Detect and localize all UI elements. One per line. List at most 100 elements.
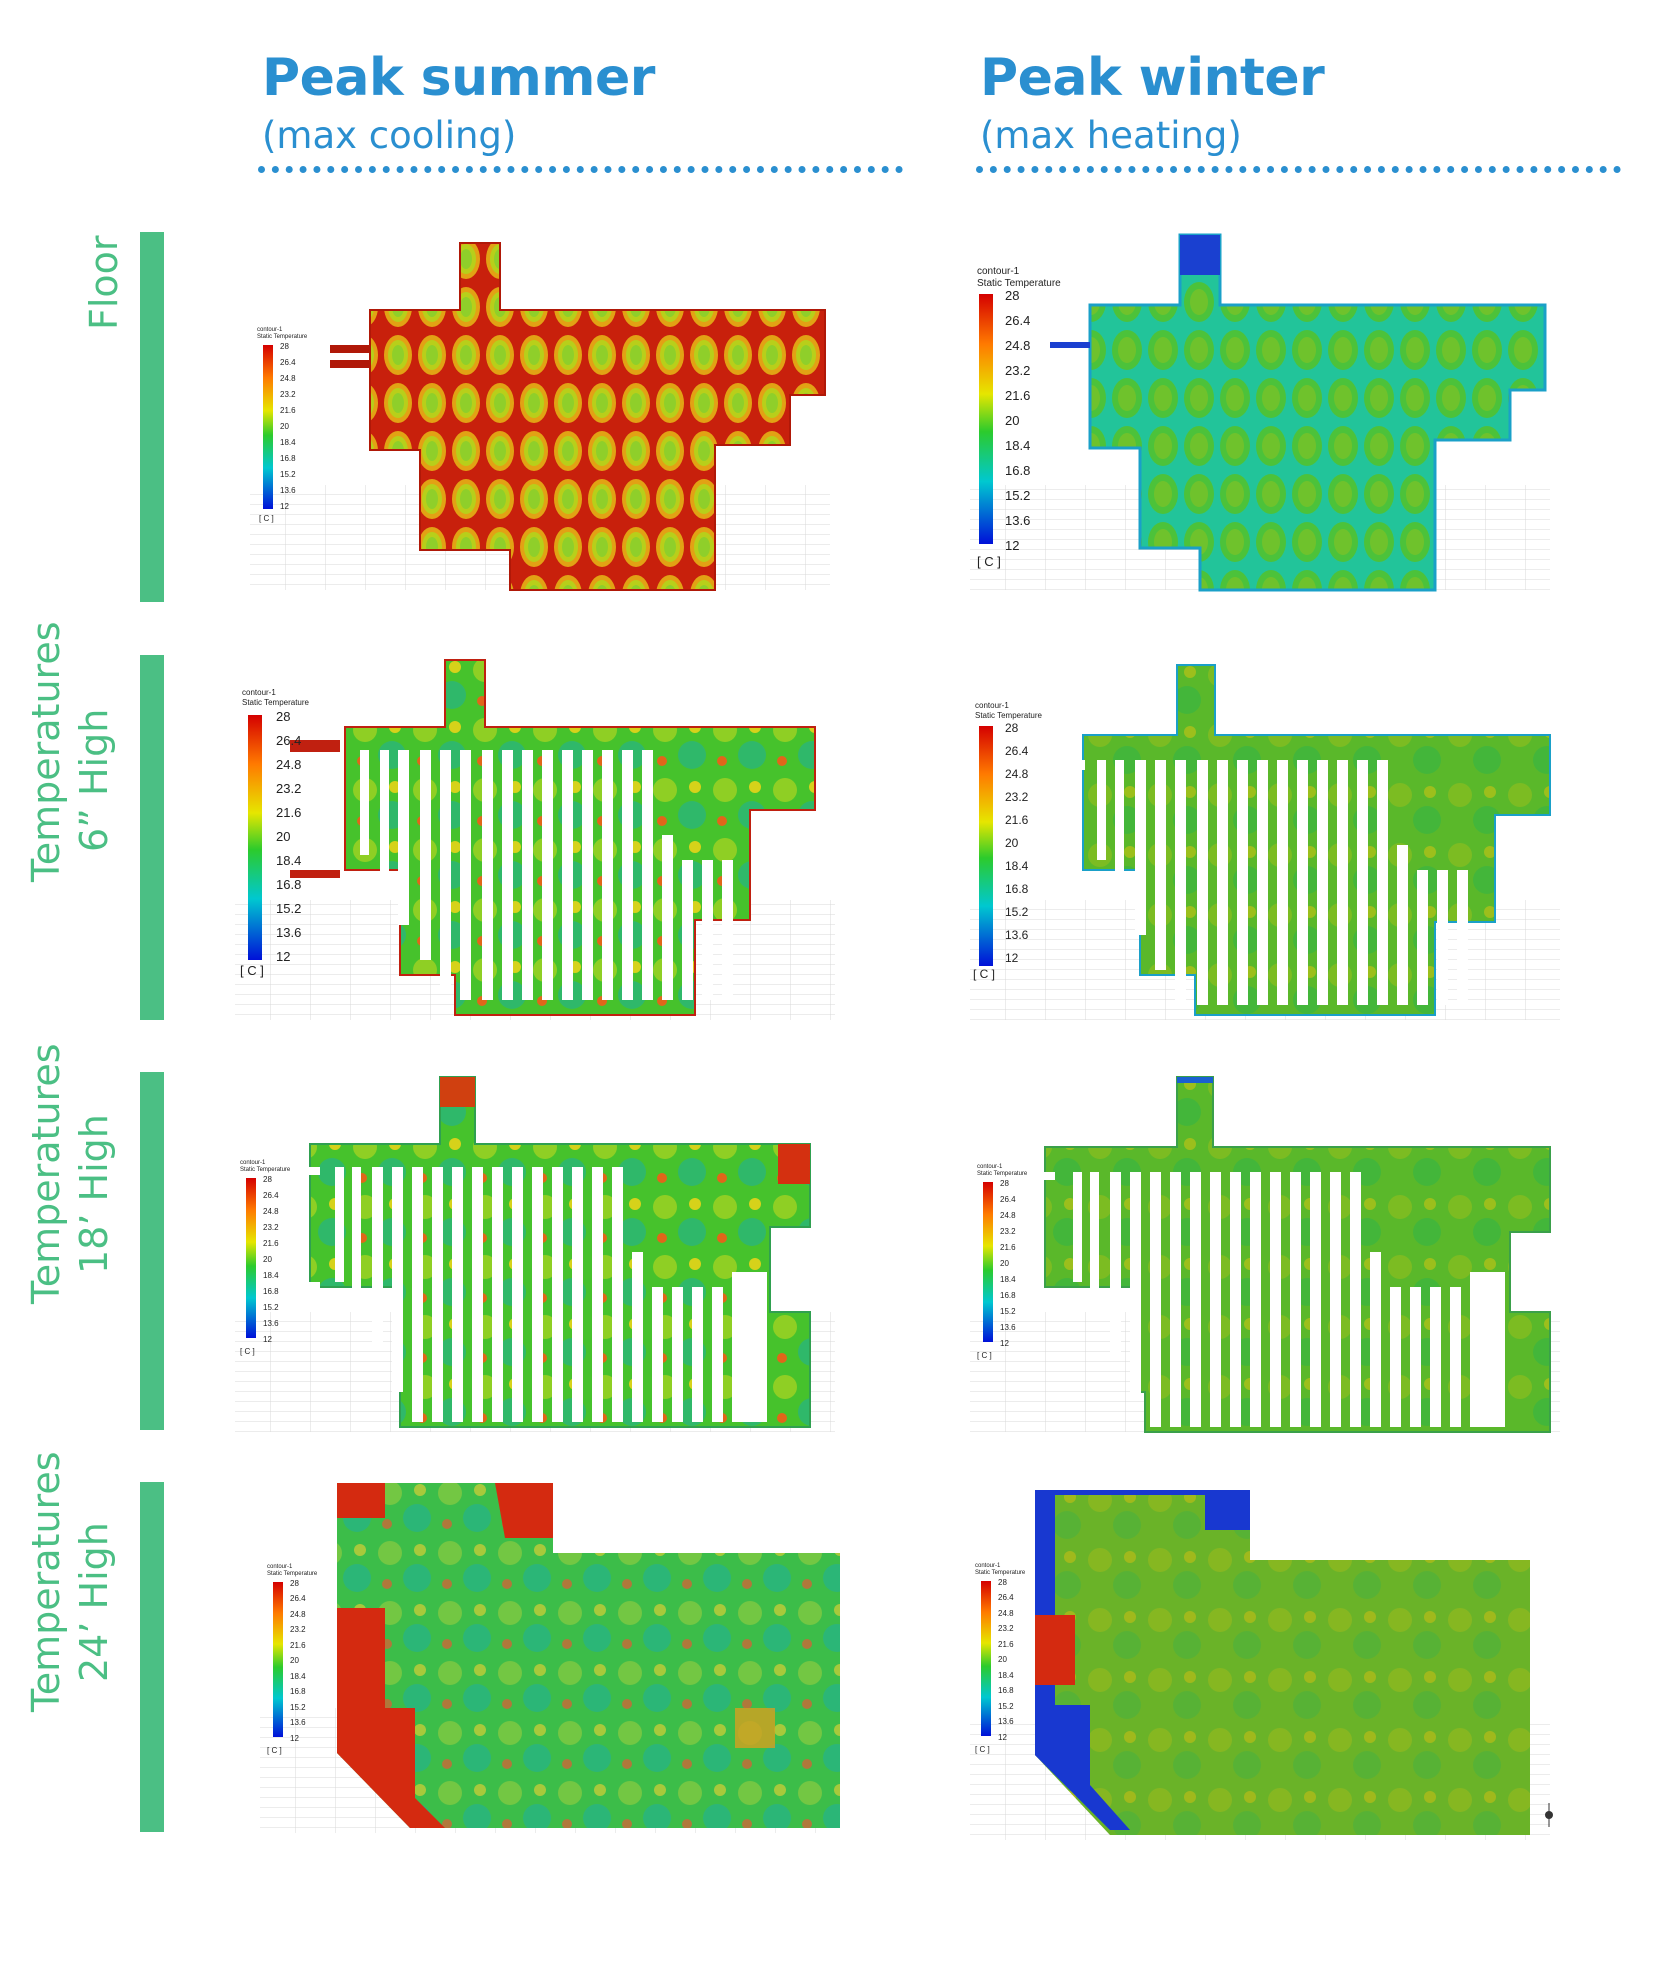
svg-text:21.6: 21.6 [280,406,296,415]
row-label-18ft: Temperatures 18’ High [22,1043,118,1304]
svg-text:24.8: 24.8 [280,374,296,383]
svg-text:26.4: 26.4 [276,733,301,748]
svg-text:Static Temperature: Static Temperature [267,1571,318,1577]
svg-text:28: 28 [263,1175,272,1184]
legend: contour-1 Static Temperature 28 26.4 24.… [977,266,1061,569]
contour-24ft-summer: contour-1 Static Temperature 28 26.4 24.… [255,1478,855,1838]
contour-floor-summer: contour-1 Static Temperature 28 26.4 24.… [245,235,845,605]
svg-text:16.8: 16.8 [1005,463,1030,478]
svg-text:20: 20 [280,422,289,431]
svg-text:13.6: 13.6 [280,486,296,495]
svg-text:20: 20 [290,1656,299,1665]
svg-text:26.4: 26.4 [998,1593,1014,1602]
svg-text:Static Temperature: Static Temperature [242,698,310,707]
svg-text:24.8: 24.8 [1000,1211,1016,1220]
svg-text:18.4: 18.4 [998,1671,1014,1680]
svg-text:Static Temperature: Static Temperature [240,1167,291,1173]
svg-text:contour-1: contour-1 [257,327,283,333]
svg-text:12: 12 [280,502,289,511]
svg-text:20: 20 [1005,836,1019,850]
svg-text:21.6: 21.6 [263,1239,279,1248]
svg-text:contour-1: contour-1 [975,1563,1001,1569]
svg-text:23.2: 23.2 [1005,363,1030,378]
svg-text:26.4: 26.4 [1005,744,1029,758]
svg-text:[ C ]: [ C ] [267,1746,282,1755]
svg-text:20: 20 [276,829,290,844]
row-label-floor: Floor [80,235,128,330]
svg-text:16.8: 16.8 [1000,1291,1016,1300]
svg-text:23.2: 23.2 [1005,790,1029,804]
svg-text:26.4: 26.4 [280,358,296,367]
row-bar-18ft [140,1072,164,1430]
svg-text:18.4: 18.4 [1005,859,1029,873]
svg-text:15.2: 15.2 [280,470,296,479]
svg-text:18.4: 18.4 [280,438,296,447]
svg-text:28: 28 [1005,721,1019,735]
axis-triad-icon [1545,1803,1553,1827]
svg-text:15.2: 15.2 [276,901,301,916]
svg-text:Static Temperature: Static Temperature [977,1171,1028,1177]
svg-text:12: 12 [1000,1339,1009,1348]
svg-text:13.6: 13.6 [1000,1323,1016,1332]
svg-text:13.6: 13.6 [263,1319,279,1328]
svg-text:12: 12 [1005,951,1019,965]
svg-text:21.6: 21.6 [1000,1243,1016,1252]
svg-text:Static Temperature: Static Temperature [977,278,1061,289]
svg-text:15.2: 15.2 [998,1702,1014,1711]
svg-text:28: 28 [1000,1179,1009,1188]
svg-text:21.6: 21.6 [290,1641,306,1650]
svg-text:[ C ]: [ C ] [977,1351,992,1360]
svg-text:16.8: 16.8 [263,1287,279,1296]
svg-text:28: 28 [998,1578,1007,1587]
contour-floor-winter: contour-1 Static Temperature 28 26.4 24.… [965,230,1565,605]
svg-text:Static Temperature: Static Temperature [257,334,308,340]
row-label-24ft: Temperatures 24’ High [22,1451,118,1712]
svg-text:20: 20 [263,1255,272,1264]
legend: contour-1 Static Temperature 28 26.4 24.… [240,1160,291,1356]
dotted-divider [976,160,1621,173]
svg-text:21.6: 21.6 [1005,813,1029,827]
svg-text:contour-1: contour-1 [977,1164,1003,1170]
column-title: Peak winter [980,48,1325,108]
svg-text:28: 28 [1005,288,1019,303]
row-bar-6in [140,655,164,1020]
svg-text:[ C ]: [ C ] [977,554,1001,569]
svg-text:[ C ]: [ C ] [973,967,995,981]
column-subtitle: (max heating) [980,114,1242,157]
svg-text:26.4: 26.4 [263,1191,279,1200]
contour-6in-summer: contour-1 Static Temperature 28 26.4 24.… [230,655,850,1025]
svg-text:contour-1: contour-1 [240,1160,266,1166]
svg-text:15.2: 15.2 [290,1703,306,1712]
svg-text:[ C ]: [ C ] [240,963,264,978]
svg-text:13.6: 13.6 [1005,513,1030,528]
svg-text:contour-1: contour-1 [267,1564,293,1570]
svg-text:16.8: 16.8 [998,1686,1014,1695]
svg-text:23.2: 23.2 [276,781,301,796]
legend: contour-1 Static Temperature 28 26.4 24.… [977,1164,1028,1360]
svg-text:18.4: 18.4 [290,1672,306,1681]
row-label-line2: 18’ High [72,1114,116,1274]
svg-text:12: 12 [290,1734,299,1743]
svg-text:contour-1: contour-1 [975,701,1009,710]
svg-text:21.6: 21.6 [276,805,301,820]
contour-6in-winter: contour-1 Static Temperature 28 26.4 24.… [965,660,1565,1025]
svg-text:23.2: 23.2 [290,1625,306,1634]
svg-text:[ C ]: [ C ] [259,514,274,523]
legend: contour-1 Static Temperature 28 26.4 24.… [240,688,310,978]
contour-18ft-summer: contour-1 Static Temperature 28 26.4 24.… [230,1072,850,1437]
svg-text:24.8: 24.8 [290,1610,306,1619]
legend: contour-1 Static Temperature 28 26.4 24.… [975,1563,1026,1754]
svg-text:12: 12 [263,1335,272,1344]
svg-text:28: 28 [276,709,290,724]
svg-text:24.8: 24.8 [276,757,301,772]
row-label-line1: Floor [82,235,126,330]
svg-text:20: 20 [998,1655,1007,1664]
svg-text:24.8: 24.8 [263,1207,279,1216]
column-header-winter: Peak winter (max heating) [980,48,1325,160]
svg-text:28: 28 [290,1579,299,1588]
svg-text:contour-1: contour-1 [242,688,276,697]
dotted-divider [258,160,903,173]
column-header-summer: Peak summer (max cooling) [262,48,655,160]
svg-text:15.2: 15.2 [1005,488,1030,503]
row-label-line1: Temperatures [24,1451,68,1712]
